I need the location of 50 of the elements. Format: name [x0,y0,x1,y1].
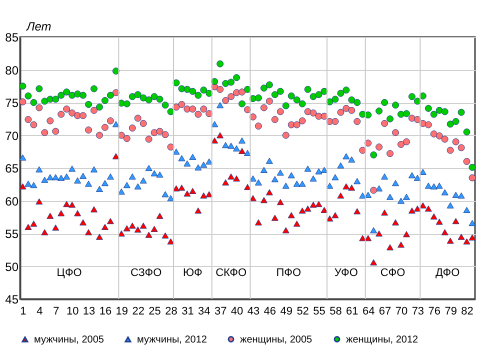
annotation: ЮФ [182,267,202,279]
y-tick-label: 55 [5,227,19,241]
legend-label: мужчины, 2012 [137,334,208,346]
x-tick-label: 16 [99,306,112,318]
annotation: СЗФО [130,267,162,279]
y-tick-label: 60 [5,194,19,208]
annotation: УФО [334,267,358,279]
x-tick-label: 4 [36,306,43,318]
y-tick-label: 80 [5,63,19,78]
legend-label: женщины, 2012 [346,334,419,346]
annotation: ПФО [276,267,302,279]
x-tick-label: 13 [82,306,96,318]
x-tick-label: 52 [296,306,309,318]
annotation: ДФО [436,267,460,279]
y-tick-label: 65 [5,162,19,176]
legend-label: мужчины, 2005 [34,334,104,346]
x-tick-label: 70 [395,306,408,318]
annotation: ЦФО [56,267,82,279]
x-tick-label: 37 [214,306,227,318]
x-tick-label: 73 [412,306,424,318]
y-tick-label: 45 [5,292,19,306]
x-tick-label: 40 [230,306,244,318]
x-tick-label: 76 [428,306,441,318]
x-tick-label: 43 [247,306,260,318]
x-tick-label: 49 [280,306,292,318]
x-tick-label: 25 [148,306,161,318]
x-tick-label: 64 [362,306,375,318]
y-tick-label: 50 [5,260,19,274]
x-tick-label: 31 [182,306,194,318]
x-tick-label: 46 [264,306,276,318]
x-tick-label: 1 [20,306,26,318]
x-tick-label: 67 [378,306,392,318]
x-tick-label: 28 [165,306,178,318]
x-tick-label: 22 [132,306,144,318]
x-tick-label: 55 [313,306,326,318]
x-tick-label: 58 [330,306,342,318]
annotation: СКФО [216,267,247,279]
y-tick-label: 85 [5,30,19,44]
x-tick-label: 10 [66,306,79,318]
x-tick-label: 34 [198,306,210,318]
x-tick-label: 61 [346,306,358,318]
x-tick-label: 19 [116,306,128,318]
annotation: СФО [380,267,406,279]
y-tick-label: 70 [5,128,19,143]
legend-label: женщины, 2005 [240,334,313,346]
x-tick-label: 7 [53,306,60,318]
x-tick-label: 79 [444,306,457,318]
y-tick-label: 75 [5,96,19,110]
x-tick-label: 82 [461,306,474,318]
y-axis-title: Лет [26,20,52,34]
